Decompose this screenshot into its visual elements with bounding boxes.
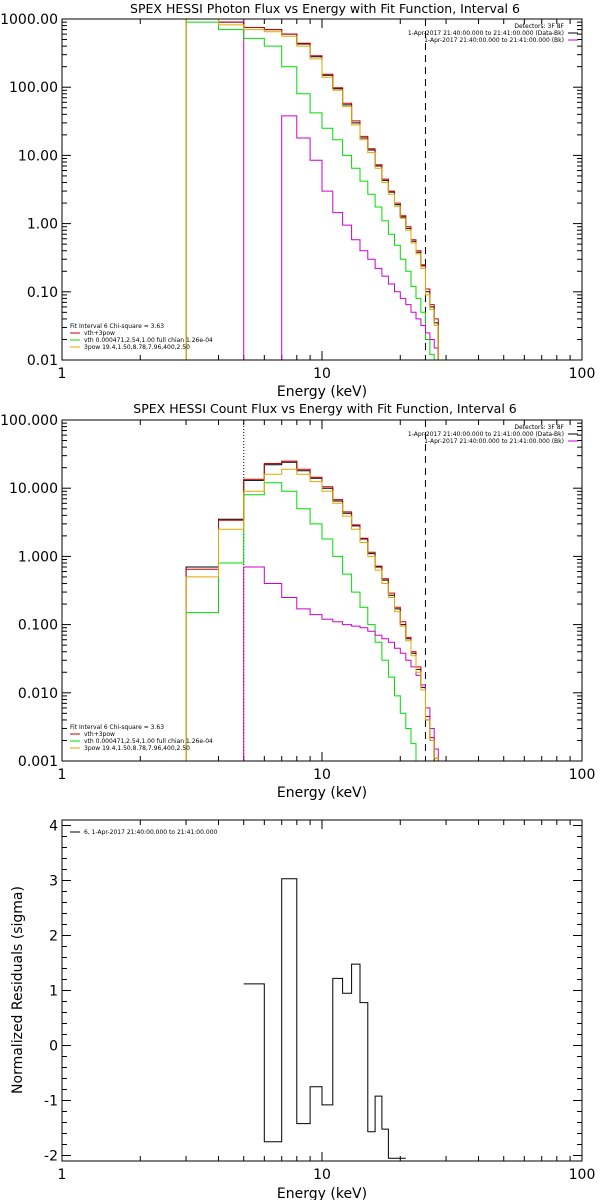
legend-label: vth+3pow xyxy=(84,330,115,337)
series-line xyxy=(243,878,406,1159)
series-line xyxy=(185,18,439,360)
series-line xyxy=(186,566,439,762)
count-flux-xlabel: Energy (keV) xyxy=(277,785,367,801)
legend-label: 3pow 19.4,1.50,8.78,7.96,400,2.50 xyxy=(84,344,190,351)
legend-header: Fit Interval 6 Chi-square = 3.63 xyxy=(70,724,164,731)
count-flux-legend: Fit Interval 6 Chi-square = 3.63vth+3pow… xyxy=(70,724,213,752)
y-tick-label: 1.00 xyxy=(27,217,58,233)
x-tick-label: 10 xyxy=(313,1167,331,1183)
y-tick-label: 1 xyxy=(49,984,58,1000)
legend-label: vth 0.000471,2.54,1.00 full chian 1.26e-… xyxy=(84,738,213,745)
count-flux-title: SPEX HESSI Count Flux vs Energy with Fit… xyxy=(133,401,516,416)
series-line xyxy=(185,460,439,761)
y-tick-label: 10.00 xyxy=(18,148,58,164)
y-tick-label: 0.001 xyxy=(18,754,58,770)
y-tick-label: 100.000 xyxy=(0,413,58,429)
count-flux-series xyxy=(185,420,439,762)
info-line: Detectors: 3F 8F xyxy=(514,23,564,30)
residuals-panel: 1 10 100 -2 -1 0 1 2 3 4 Energy (keV) Normalized … xyxy=(10,819,595,1200)
x-tick-label: 100 xyxy=(569,1167,596,1183)
count-flux-info: Detectors: 3F 8F1-Apr-2017 21:40:00.000 … xyxy=(408,424,578,445)
residuals-ylabel: Normalized Residuals (sigma) xyxy=(10,886,26,1094)
photon-flux-info: Detectors: 3F 8F1-Apr-2017 21:40:00.000 … xyxy=(408,23,578,44)
x-tick-label: 100 xyxy=(569,366,596,382)
legend-label: 3pow 19.4,1.50,8.78,7.96,400,2.50 xyxy=(84,745,190,752)
y-tick-label: 4 xyxy=(49,819,58,835)
y-tick-label: 10.000 xyxy=(9,481,58,497)
info-line: 1-Apr-2017 21:40:00.000 to 21:41:00.000 … xyxy=(424,37,564,44)
y-tick-label: 1000.00 xyxy=(0,12,58,28)
series-line xyxy=(185,18,439,360)
photon-flux-frame xyxy=(61,18,583,361)
y-tick-label: 0.010 xyxy=(18,686,58,702)
y-tick-label: 2 xyxy=(49,929,58,945)
series-line xyxy=(185,482,439,762)
photon-flux-panel: SPEX HESSI Photon Flux vs Energy with Fi… xyxy=(0,1,595,400)
info-line: 1-Apr-2017 21:40:00.000 to 21:41:00.000 … xyxy=(424,438,564,445)
photon-flux-title: SPEX HESSI Photon Flux vs Energy with Fi… xyxy=(130,1,520,16)
y-tick-label: 0 xyxy=(49,1039,58,1055)
photon-flux-legend: Fit Interval 6 Chi-square = 3.63vth+3pow… xyxy=(70,323,213,351)
y-tick-label: 3 xyxy=(49,874,58,890)
x-tick-label: 1 xyxy=(58,767,67,783)
info-line: 1-Apr-2017 21:40:00.000 to 21:41:00.000 … xyxy=(408,431,564,438)
x-tick-label: 10 xyxy=(313,767,331,783)
x-tick-label: 10 xyxy=(313,366,331,382)
y-tick-label: -2 xyxy=(44,1149,58,1165)
info-line: 1-Apr-2017 21:40:00.000 to 21:41:00.000 … xyxy=(408,30,564,37)
info-line: Detectors: 3F 8F xyxy=(514,424,564,431)
residuals-frame xyxy=(61,819,583,1162)
x-tick-label: 1 xyxy=(58,1167,67,1183)
x-tick-label: 100 xyxy=(569,767,596,783)
y-tick-label: -1 xyxy=(44,1094,58,1110)
series-line xyxy=(185,21,439,361)
count-flux-frame xyxy=(61,419,583,762)
legend-label: vth+3pow xyxy=(84,731,115,738)
legend-header: Fit Interval 6 Chi-square = 3.63 xyxy=(70,323,164,330)
x-tick-label: 1 xyxy=(58,366,67,382)
y-tick-label: 1.000 xyxy=(18,549,58,565)
count-flux-panel: SPEX HESSI Count Flux vs Energy with Fit… xyxy=(0,401,595,801)
residuals-axes: 1 10 100 -2 -1 0 1 2 3 4 xyxy=(44,819,595,1184)
y-tick-label: 0.01 xyxy=(27,353,58,369)
residuals-xlabel: Energy (keV) xyxy=(277,1186,367,1200)
y-tick-label: 0.10 xyxy=(27,285,58,301)
residuals-series xyxy=(243,878,406,1159)
series-line xyxy=(186,115,439,361)
y-tick-label: 0.100 xyxy=(18,618,58,634)
y-tick-label: 100.00 xyxy=(9,80,58,96)
residuals-legend: 6, 1-Apr-2017 21:40:00.000 to 21:41:00.0… xyxy=(70,829,217,836)
series-line xyxy=(185,18,439,360)
photon-flux-series xyxy=(185,18,439,361)
legend-label: 6, 1-Apr-2017 21:40:00.000 to 21:41:00.0… xyxy=(84,829,217,836)
legend-label: vth 0.000471,2.54,1.00 full chian 1.26e-… xyxy=(84,337,213,344)
photon-flux-xlabel: Energy (keV) xyxy=(277,384,367,400)
photon-flux-axes: 1 10 100 0.01 0.10 1.00 10.00 100.00 1000.00 xyxy=(0,12,595,382)
count-flux-axes: 1 10 100 0.001 0.010 0.100 1.000 10.000 100.000 xyxy=(0,413,595,783)
series-line xyxy=(185,468,439,761)
